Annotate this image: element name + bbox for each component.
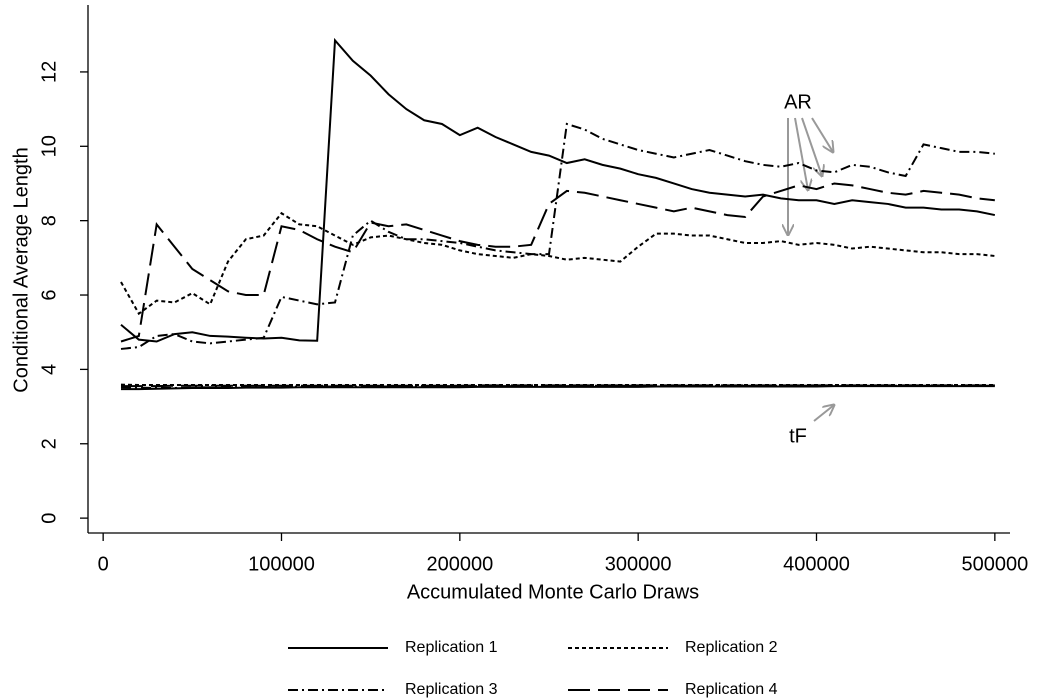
annotation: tF [789, 425, 807, 447]
ar-line [120, 37, 996, 343]
y-tick-label: 12 [38, 61, 60, 83]
x-tick-label: 100000 [248, 553, 315, 575]
legend: Replication 1 Replication 2 Replication 3 R… [288, 639, 778, 698]
y-tick-label: 2 [38, 438, 60, 449]
x-tick-label: 400000 [783, 553, 850, 575]
legend-label: Replication 2 [685, 639, 778, 656]
annotation: AR [784, 91, 812, 113]
y-tick-label: 0 [38, 513, 60, 524]
ar-line [120, 122, 995, 350]
plot-area: 0 2 4 6 8 10 12 0 100000 200000 300000 400000 500000 [38, 37, 1028, 575]
ar-line [120, 211, 995, 316]
y-tick-label: 4 [38, 364, 60, 375]
annotation-arrows [788, 117, 834, 422]
legend-label: Replication 4 [685, 681, 778, 698]
x-tick-label: 0 [98, 553, 109, 575]
x-axis-title: Accumulated Monte Carlo Draws [407, 581, 699, 603]
legend-label: Replication 3 [405, 681, 498, 698]
x-tick-label: 200000 [426, 553, 493, 575]
legend-label: Replication 1 [405, 639, 498, 656]
y-tick-label: 10 [38, 135, 60, 157]
x-tick-label: 500000 [961, 553, 1028, 575]
ar-line [120, 182, 995, 343]
y-tick-label: 8 [38, 215, 60, 226]
x-tick-label: 300000 [605, 553, 672, 575]
tf-line [120, 384, 995, 388]
y-tick-label: 6 [38, 289, 60, 300]
y-axis-title: Conditional Average Length [10, 147, 32, 392]
